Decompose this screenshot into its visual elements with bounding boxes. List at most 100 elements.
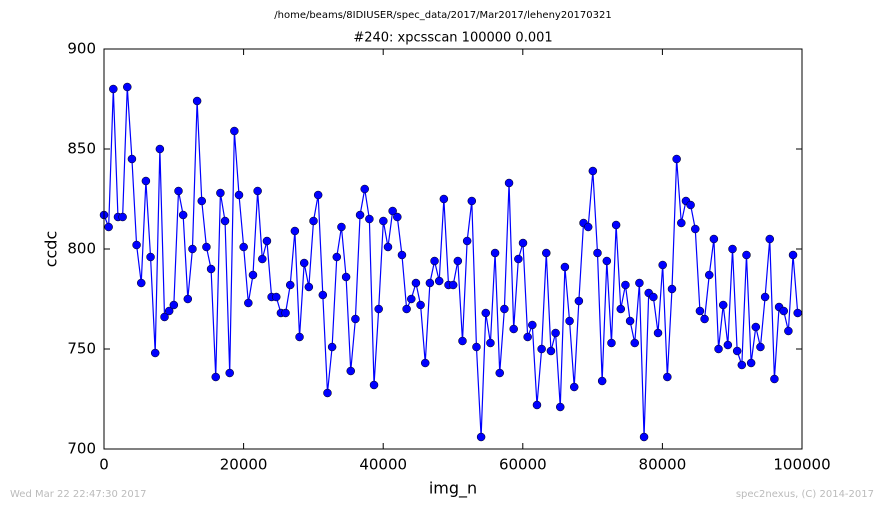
- data-point: [569, 382, 579, 392]
- data-point: [416, 300, 425, 310]
- data-point: [793, 308, 802, 318]
- data-point: [597, 376, 607, 386]
- data-point: [141, 176, 151, 186]
- data-point: [439, 194, 449, 204]
- data-point: [583, 222, 593, 232]
- data-point: [434, 276, 444, 286]
- data-point: [686, 200, 695, 210]
- data-point: [663, 372, 672, 382]
- data-point: [514, 254, 523, 264]
- data-point: [313, 190, 323, 200]
- data-point: [458, 336, 467, 346]
- data-point: [281, 308, 290, 318]
- data-point: [127, 154, 137, 164]
- data-point: [630, 338, 639, 348]
- data-point: [537, 344, 546, 354]
- data-point: [272, 292, 281, 302]
- y-axis-label: ccdc: [42, 231, 61, 268]
- data-point: [337, 222, 346, 232]
- data-point: [388, 206, 397, 216]
- footer-right: spec2nexus, (C) 2014-2017: [736, 489, 874, 500]
- data-point: [472, 342, 481, 352]
- data-point: [262, 236, 272, 246]
- data-point: [174, 186, 183, 196]
- data-point: [202, 242, 211, 252]
- data-point: [742, 250, 751, 260]
- data-point: [146, 252, 155, 262]
- data-point: [588, 166, 598, 176]
- data-point: [332, 252, 342, 262]
- data-point: [504, 178, 514, 188]
- data-point: [160, 312, 169, 322]
- data-point: [746, 358, 756, 368]
- data-point: [621, 280, 630, 290]
- data-point: [397, 250, 407, 260]
- y-tick-label: 800: [67, 240, 96, 258]
- data-point: [225, 368, 234, 378]
- data-point: [453, 256, 463, 266]
- data-point: [285, 280, 295, 290]
- data-point: [150, 348, 160, 358]
- chart-title: #240: xpcsscan 100000 0.001: [353, 31, 552, 46]
- data-point: [700, 314, 709, 324]
- data-point: [374, 304, 383, 314]
- data-point: [132, 240, 141, 250]
- data-point: [784, 326, 793, 336]
- data-point: [788, 250, 798, 260]
- data-point: [770, 374, 779, 384]
- x-axis-label: img_n: [429, 479, 477, 499]
- data-point: [635, 278, 644, 288]
- data-point: [299, 258, 309, 268]
- data-point: [407, 294, 416, 304]
- data-point: [379, 216, 388, 226]
- data-point: [523, 332, 532, 342]
- data-point: [318, 290, 328, 300]
- data-point: [365, 214, 374, 224]
- data-point: [500, 304, 509, 314]
- data-point: [625, 316, 635, 326]
- data-point: [248, 270, 258, 280]
- data-point: [602, 256, 612, 266]
- data-point: [695, 306, 705, 316]
- data-point: [728, 244, 737, 254]
- data-point: [709, 234, 719, 244]
- data-point: [649, 292, 658, 302]
- data-point: [136, 278, 146, 288]
- data-point: [518, 238, 528, 248]
- y-tick-label: 750: [67, 340, 96, 358]
- y-tick-label: 900: [67, 40, 96, 58]
- data-point: [714, 344, 723, 354]
- data-point: [486, 338, 495, 348]
- data-point: [667, 284, 677, 294]
- data-point: [546, 346, 556, 356]
- data-point: [616, 304, 626, 314]
- data-point: [476, 432, 486, 442]
- x-tick-label: 60000: [499, 456, 547, 474]
- data-point: [216, 188, 225, 198]
- data-point: [542, 248, 551, 258]
- data-point: [411, 278, 421, 288]
- data-point: [425, 278, 435, 288]
- data-point: [607, 338, 616, 348]
- data-point: [155, 144, 165, 154]
- data-point: [490, 248, 500, 258]
- data-point: [206, 264, 216, 274]
- data-point: [253, 186, 262, 196]
- data-point: [169, 300, 179, 310]
- data-point: [351, 314, 360, 324]
- y-tick-label: 850: [67, 140, 96, 158]
- data-point: [183, 294, 193, 304]
- data-point: [751, 322, 761, 332]
- x-tick-label: 20000: [220, 456, 268, 474]
- x-tick-label: 100000: [773, 456, 830, 474]
- data-point: [239, 242, 248, 252]
- data-point: [481, 308, 491, 318]
- data-point: [639, 432, 649, 442]
- data-point: [402, 304, 411, 314]
- data-point: [672, 154, 681, 164]
- data-point: [737, 360, 747, 370]
- data-point: [355, 210, 365, 220]
- data-point: [779, 306, 788, 316]
- data-point: [304, 282, 314, 292]
- data-point: [188, 244, 197, 254]
